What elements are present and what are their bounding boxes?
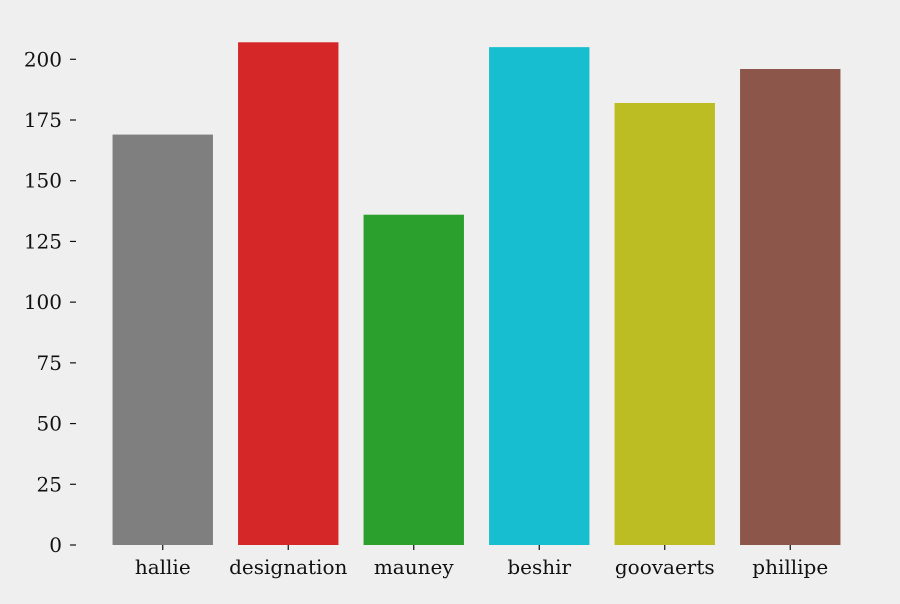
- y-axis: 0 25 50 75 100 125 150 175 200: [24, 47, 76, 557]
- y-tick-label: 150: [24, 169, 62, 193]
- x-axis: hallie designation mauney beshir goovaerts ph…: [135, 545, 828, 579]
- bar-mauney: [363, 214, 464, 545]
- bar-goovaerts: [614, 103, 715, 545]
- y-tick-label: 175: [24, 108, 62, 132]
- y-tick-label: 25: [37, 472, 62, 496]
- x-tick-label: beshir: [507, 555, 571, 579]
- bar-designation: [238, 42, 339, 546]
- y-tick-label: 50: [37, 412, 62, 436]
- x-tick-label: hallie: [135, 555, 191, 579]
- bar-hallie: [112, 134, 213, 546]
- bar-beshir: [489, 47, 590, 546]
- y-tick-label: 200: [24, 47, 62, 71]
- y-tick-label: 75: [37, 351, 62, 375]
- x-tick-label: mauney: [374, 555, 454, 579]
- y-tick-label: 0: [49, 533, 62, 557]
- x-tick-label: phillipe: [752, 555, 828, 579]
- y-tick-label: 100: [24, 290, 62, 314]
- bar-phillipe: [740, 69, 841, 545]
- y-tick-label: 125: [24, 229, 62, 253]
- x-tick-label: designation: [229, 555, 347, 579]
- x-tick-label: goovaerts: [615, 555, 715, 579]
- bars-layer: [112, 42, 841, 546]
